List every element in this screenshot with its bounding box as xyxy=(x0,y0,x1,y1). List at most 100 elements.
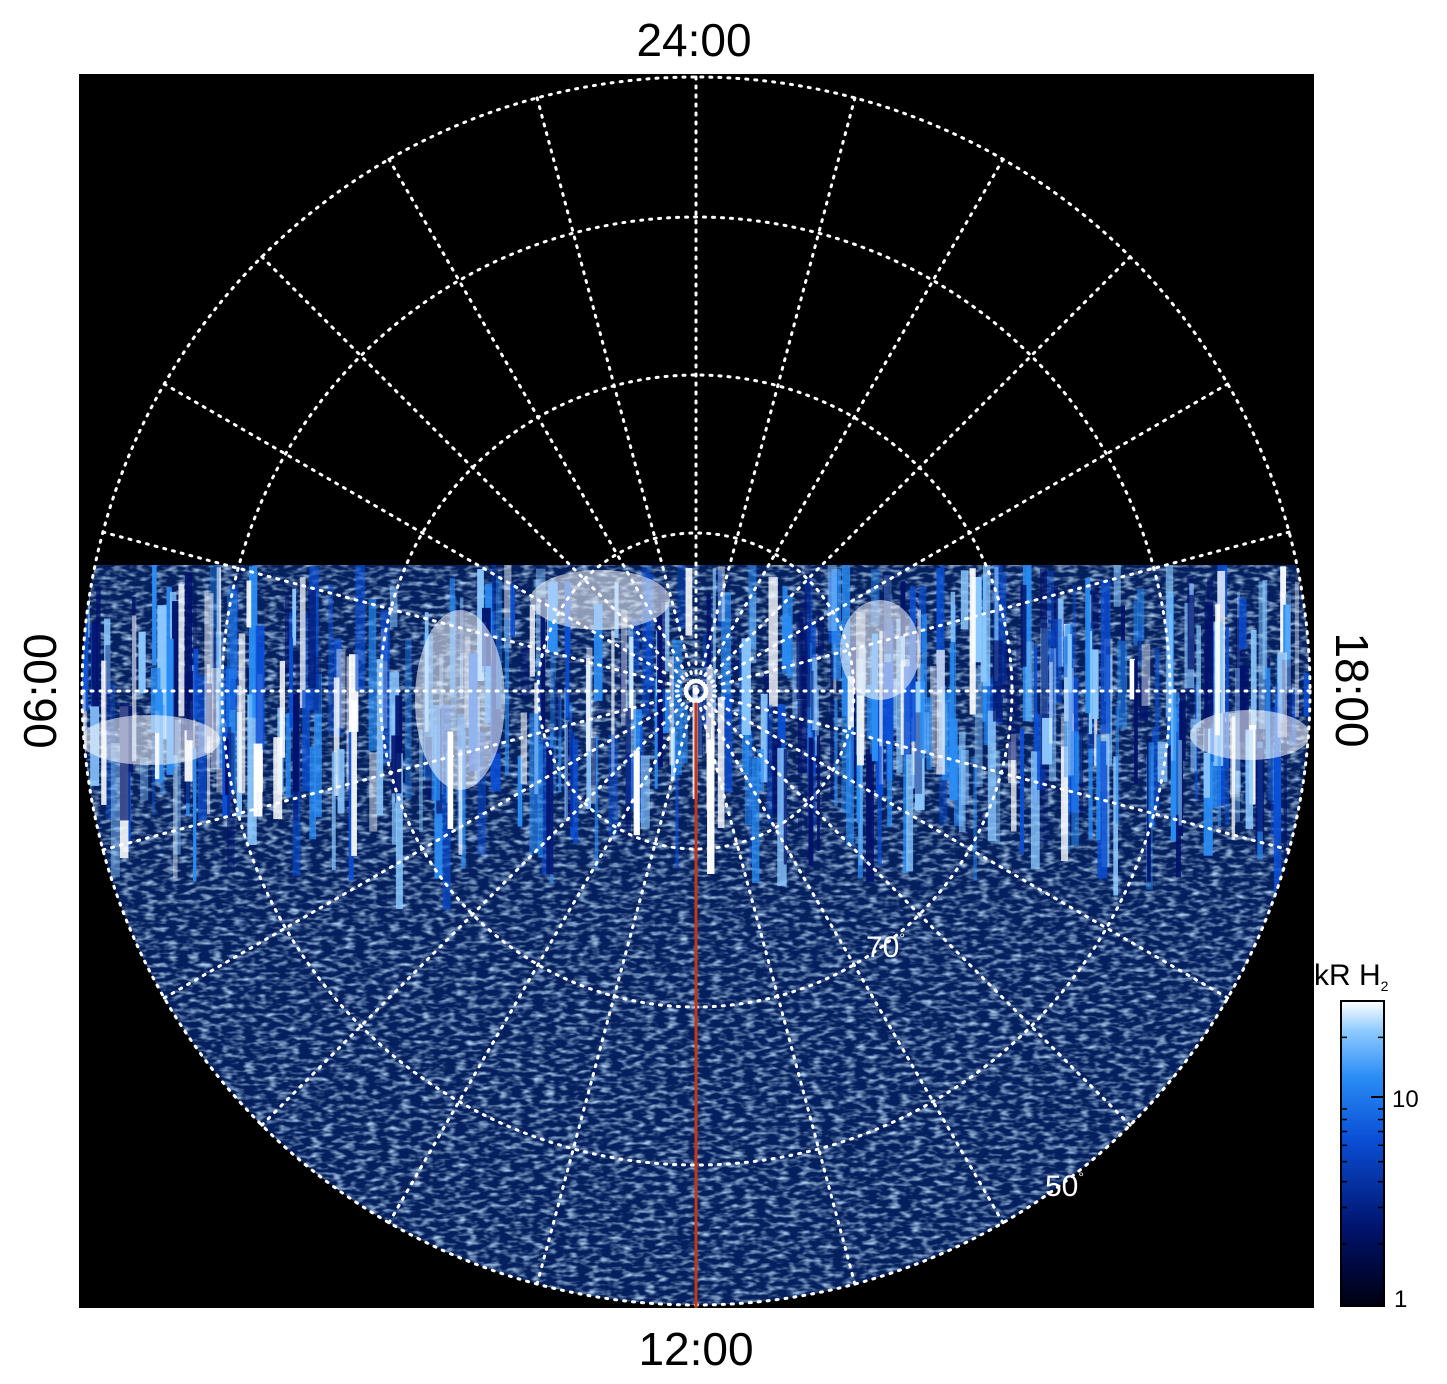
aurora-streak xyxy=(1187,594,1195,670)
aurora-streak xyxy=(405,639,412,800)
meridian-line xyxy=(101,689,698,852)
colorbar-tick-label-10: 10 xyxy=(1392,1086,1419,1113)
aurora-streak xyxy=(973,756,977,881)
aurora-streak xyxy=(211,628,216,766)
aurora-streak xyxy=(717,697,725,828)
aurora-streak xyxy=(1053,619,1062,704)
aurora-streak xyxy=(504,565,512,649)
aurora-streak xyxy=(395,753,403,910)
aurora-streak xyxy=(184,573,193,702)
aurora-streak xyxy=(654,678,658,789)
aurora-streak xyxy=(939,745,948,824)
aurora-streak xyxy=(1041,622,1048,769)
aurora-streak xyxy=(732,610,736,704)
aurora-streak xyxy=(314,673,322,818)
aurora-streak xyxy=(697,700,703,756)
aurora-streak xyxy=(712,568,716,714)
aurora-streak xyxy=(942,692,952,781)
colorbar-gradient xyxy=(1340,1000,1385,1307)
aurora-streak xyxy=(425,737,433,800)
aurora-streak xyxy=(236,685,242,792)
aurora-streak xyxy=(152,565,157,666)
aurora-streak xyxy=(1217,688,1221,827)
aurora-streak xyxy=(1148,742,1154,829)
meridian-line xyxy=(694,689,1230,1000)
aurora-streak xyxy=(1113,756,1119,896)
aurora-streak xyxy=(706,666,713,811)
aurora-streak xyxy=(744,730,752,826)
aurora-streak xyxy=(593,603,603,702)
aurora-streak xyxy=(1283,604,1291,666)
aurora-bright-region xyxy=(415,610,505,790)
aurora-streak xyxy=(887,730,893,828)
aurora-streak xyxy=(608,734,619,836)
aurora-streak xyxy=(992,640,1003,722)
aurora-streak xyxy=(1276,653,1286,721)
aurora-streak xyxy=(1224,749,1230,826)
meridian-line xyxy=(535,689,698,1286)
aurora-streak xyxy=(355,565,366,692)
aurora-streak xyxy=(846,694,854,847)
aurora-streak xyxy=(391,735,402,794)
aurora-streak xyxy=(1001,572,1007,683)
aurora-streak xyxy=(299,577,306,709)
aurora-streak xyxy=(646,574,654,692)
aurora-streak xyxy=(313,656,322,714)
meridian-line xyxy=(694,382,1230,693)
aurora-streak xyxy=(565,632,570,721)
aurora-streak xyxy=(657,612,663,734)
aurora-streak xyxy=(585,658,591,752)
aurora-streak xyxy=(804,565,811,707)
aurora-streak xyxy=(1245,729,1254,830)
aurora-streak xyxy=(936,649,945,775)
aurora-streak xyxy=(346,656,352,790)
aurora-streak xyxy=(611,630,615,776)
aurora-streak xyxy=(570,731,575,838)
aurora-streak xyxy=(903,739,909,874)
aurora-streak xyxy=(587,738,597,786)
aurora-streak xyxy=(1085,578,1091,714)
aurora-streak xyxy=(628,624,634,690)
aurora-streak xyxy=(626,689,636,800)
aurora-streak xyxy=(289,637,294,728)
aurora-streak xyxy=(293,712,299,821)
aurora-streak xyxy=(950,591,956,643)
aurora-streak xyxy=(1088,748,1093,840)
aurora-streak xyxy=(246,580,252,628)
aurora-streak xyxy=(812,657,818,731)
aurora-streak xyxy=(879,630,883,785)
aurora-streak xyxy=(529,713,540,854)
aurora-streak xyxy=(625,707,631,839)
aurora-streak xyxy=(82,586,89,712)
aurora-streak xyxy=(1137,588,1145,641)
aurora-streak xyxy=(1047,570,1054,644)
aurora-streak xyxy=(1283,710,1287,860)
aurora-streak xyxy=(953,747,964,827)
aurora-streak xyxy=(1063,625,1073,778)
aurora-streak xyxy=(664,604,670,672)
aurora-streak xyxy=(1204,604,1214,724)
aurora-streak xyxy=(783,748,787,865)
aurora-streak xyxy=(799,594,808,699)
aurora-streak xyxy=(677,565,686,629)
aurora-streak xyxy=(504,617,509,776)
aurora-streak xyxy=(1267,745,1274,801)
aurora-streak xyxy=(308,590,316,689)
aurora-streak xyxy=(724,694,733,793)
aurora-streak xyxy=(594,735,599,869)
aurora-streak xyxy=(969,568,976,715)
aurora-streak xyxy=(987,710,996,841)
aurora-streak xyxy=(178,584,185,717)
aurora-streak xyxy=(1282,659,1292,736)
meridian-line xyxy=(535,96,698,693)
aurora-streak xyxy=(1256,747,1265,832)
aurora-streak xyxy=(900,581,906,636)
aurora-streak xyxy=(1113,565,1121,607)
aurora-streak xyxy=(302,690,310,792)
aurora-streak xyxy=(458,749,463,855)
aurora-streak xyxy=(866,758,872,847)
aurora-streak xyxy=(1285,594,1291,694)
aurora-streak xyxy=(226,732,235,868)
aurora-streak xyxy=(921,614,928,750)
